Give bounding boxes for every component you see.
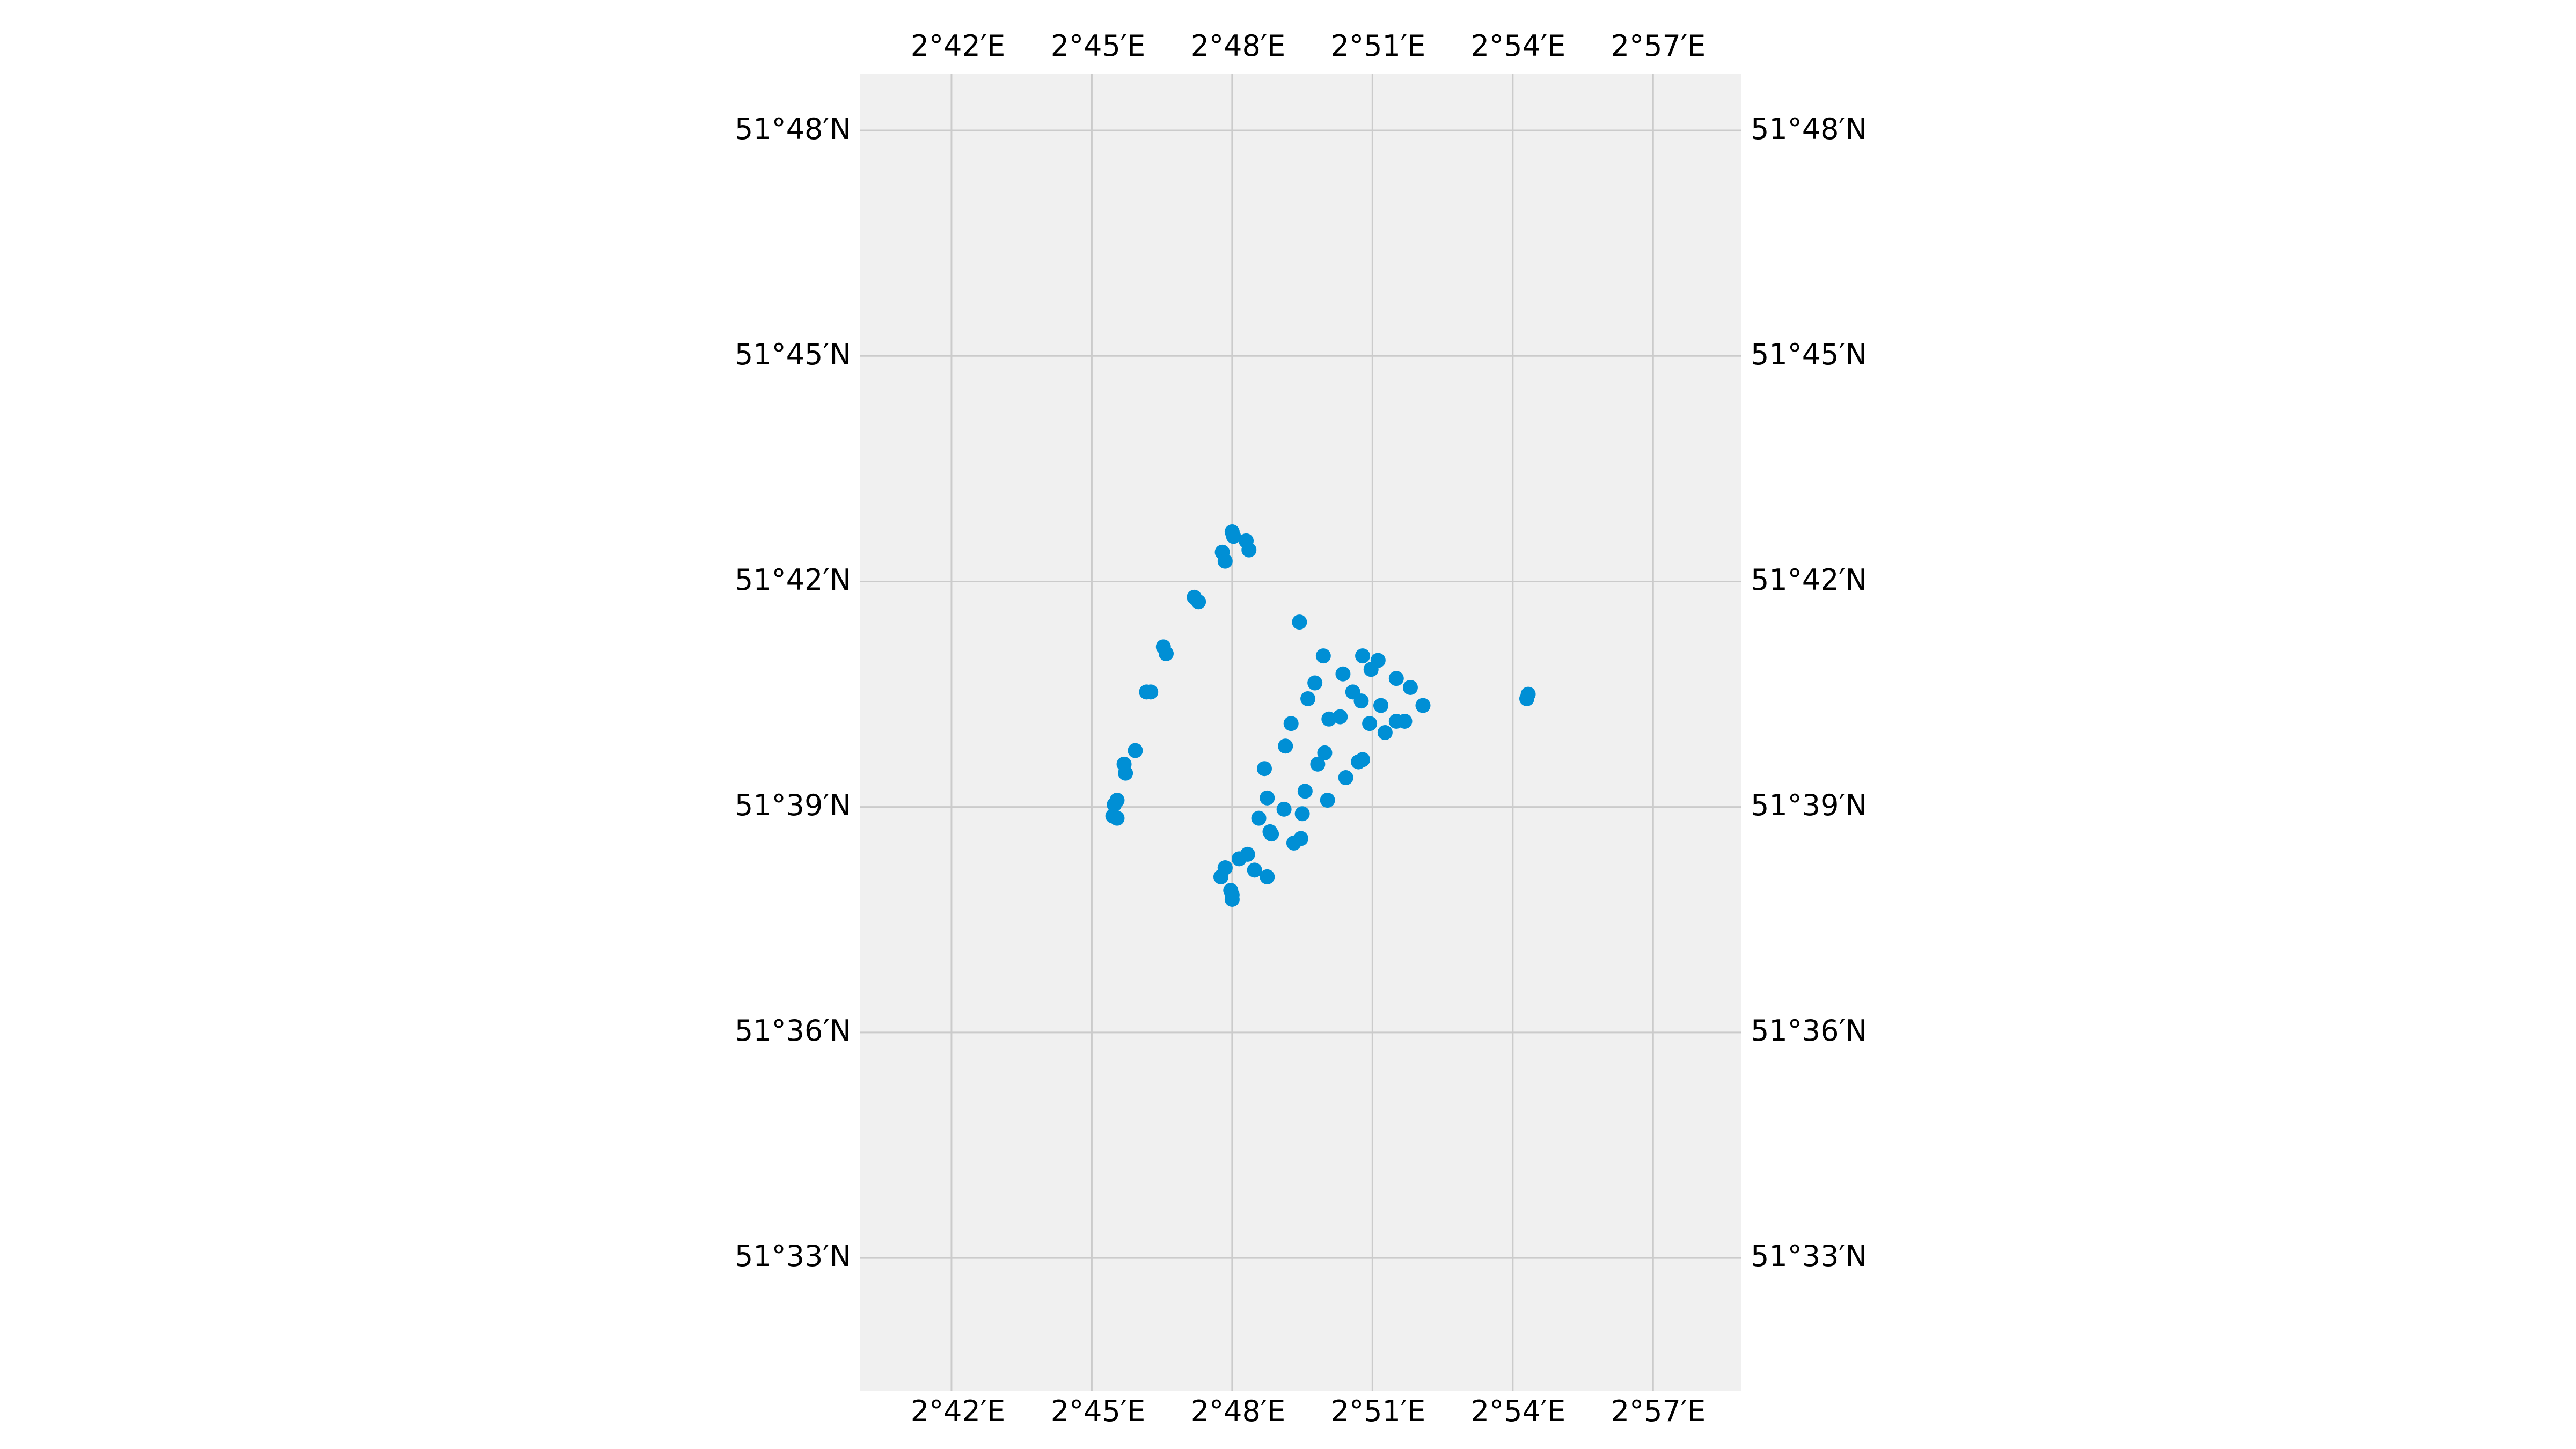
location-marker-20 — [1292, 614, 1307, 630]
location-marker-47 — [1310, 756, 1326, 772]
location-marker-39 — [1397, 713, 1413, 729]
location-marker-34 — [1373, 698, 1389, 713]
location-marker-24 — [1363, 662, 1379, 677]
location-marker-10 — [1158, 646, 1174, 661]
lon-label-bottom-4: 2°51′E — [1331, 1394, 1425, 1428]
location-marker-37 — [1321, 711, 1337, 727]
lat-label-right-3: 51°42′N — [1751, 563, 1867, 597]
graticule-lines — [860, 74, 1741, 1391]
location-marker-57 — [1264, 826, 1279, 842]
location-marker-43 — [1278, 738, 1293, 754]
location-markers — [1105, 524, 1536, 907]
location-marker-50 — [1297, 784, 1313, 799]
lon-label-top-1: 2°42′E — [911, 29, 1005, 63]
location-marker-69 — [1224, 891, 1240, 907]
location-marker-19 — [1109, 810, 1125, 826]
location-marker-8 — [1191, 594, 1206, 610]
lon-label-bottom-6: 2°57′E — [1611, 1394, 1706, 1428]
location-marker-49 — [1338, 770, 1353, 786]
lon-label-top-5: 2°54′E — [1471, 29, 1565, 63]
location-marker-13 — [1128, 743, 1143, 758]
location-marker-25 — [1335, 666, 1351, 682]
lat-label-right-5: 51°36′N — [1751, 1014, 1867, 1048]
lat-label-left-6: 51°33′N — [735, 1239, 851, 1273]
location-marker-64 — [1247, 862, 1262, 878]
location-marker-36 — [1333, 709, 1348, 724]
lon-label-bottom-1: 2°42′E — [911, 1394, 1005, 1428]
lat-label-right-1: 51°48′N — [1751, 112, 1867, 146]
lon-label-top-6: 2°57′E — [1611, 29, 1706, 63]
location-marker-22 — [1355, 648, 1371, 664]
location-marker-44 — [1317, 745, 1333, 760]
location-marker-17 — [1107, 797, 1122, 813]
location-marker-6 — [1217, 553, 1233, 569]
location-marker-41 — [1362, 716, 1378, 731]
lat-label-right-2: 51°45′N — [1751, 338, 1867, 371]
lon-label-bottom-2: 2°45′E — [1051, 1394, 1145, 1428]
location-marker-48 — [1257, 761, 1272, 777]
lat-label-right-4: 51°39′N — [1751, 788, 1867, 822]
location-marker-61 — [1231, 851, 1247, 867]
location-marker-66 — [1213, 869, 1228, 884]
location-marker-33 — [1353, 693, 1369, 709]
location-marker-28 — [1402, 679, 1418, 695]
location-marker-4 — [1241, 542, 1257, 558]
location-marker-42 — [1377, 725, 1393, 740]
map-background — [860, 74, 1741, 1391]
lon-label-bottom-5: 2°54′E — [1471, 1394, 1565, 1428]
location-marker-54 — [1294, 806, 1310, 822]
lon-label-top-4: 2°51′E — [1331, 29, 1425, 63]
lon-label-top-2: 2°45′E — [1051, 29, 1145, 63]
lon-label-bottom-3: 2°48′E — [1191, 1394, 1285, 1428]
lat-label-left-4: 51°39′N — [735, 788, 851, 822]
lat-label-right-6: 51°33′N — [1751, 1239, 1867, 1273]
location-marker-31 — [1519, 691, 1534, 706]
location-marker-51 — [1260, 790, 1275, 806]
lat-label-left-1: 51°48′N — [735, 112, 851, 146]
location-marker-52 — [1320, 793, 1335, 808]
lon-label-top-3: 2°48′E — [1191, 29, 1285, 63]
location-marker-53 — [1276, 801, 1292, 817]
location-marker-26 — [1388, 671, 1404, 686]
location-marker-15 — [1118, 765, 1133, 781]
location-marker-65 — [1260, 869, 1275, 884]
location-marker-55 — [1251, 810, 1267, 826]
location-marker-59 — [1286, 835, 1301, 851]
lat-label-left-2: 51°45′N — [735, 338, 851, 371]
lat-label-left-3: 51°42′N — [735, 563, 851, 597]
location-marker-40 — [1283, 716, 1299, 731]
location-marker-12 — [1143, 684, 1159, 700]
location-marker-32 — [1300, 691, 1316, 706]
location-marker-27 — [1307, 675, 1323, 691]
location-marker-21 — [1315, 648, 1331, 664]
lat-label-left-5: 51°36′N — [735, 1014, 851, 1048]
location-marker-46 — [1351, 754, 1366, 770]
location-marker-35 — [1415, 698, 1431, 713]
location-marker-2 — [1226, 529, 1241, 544]
